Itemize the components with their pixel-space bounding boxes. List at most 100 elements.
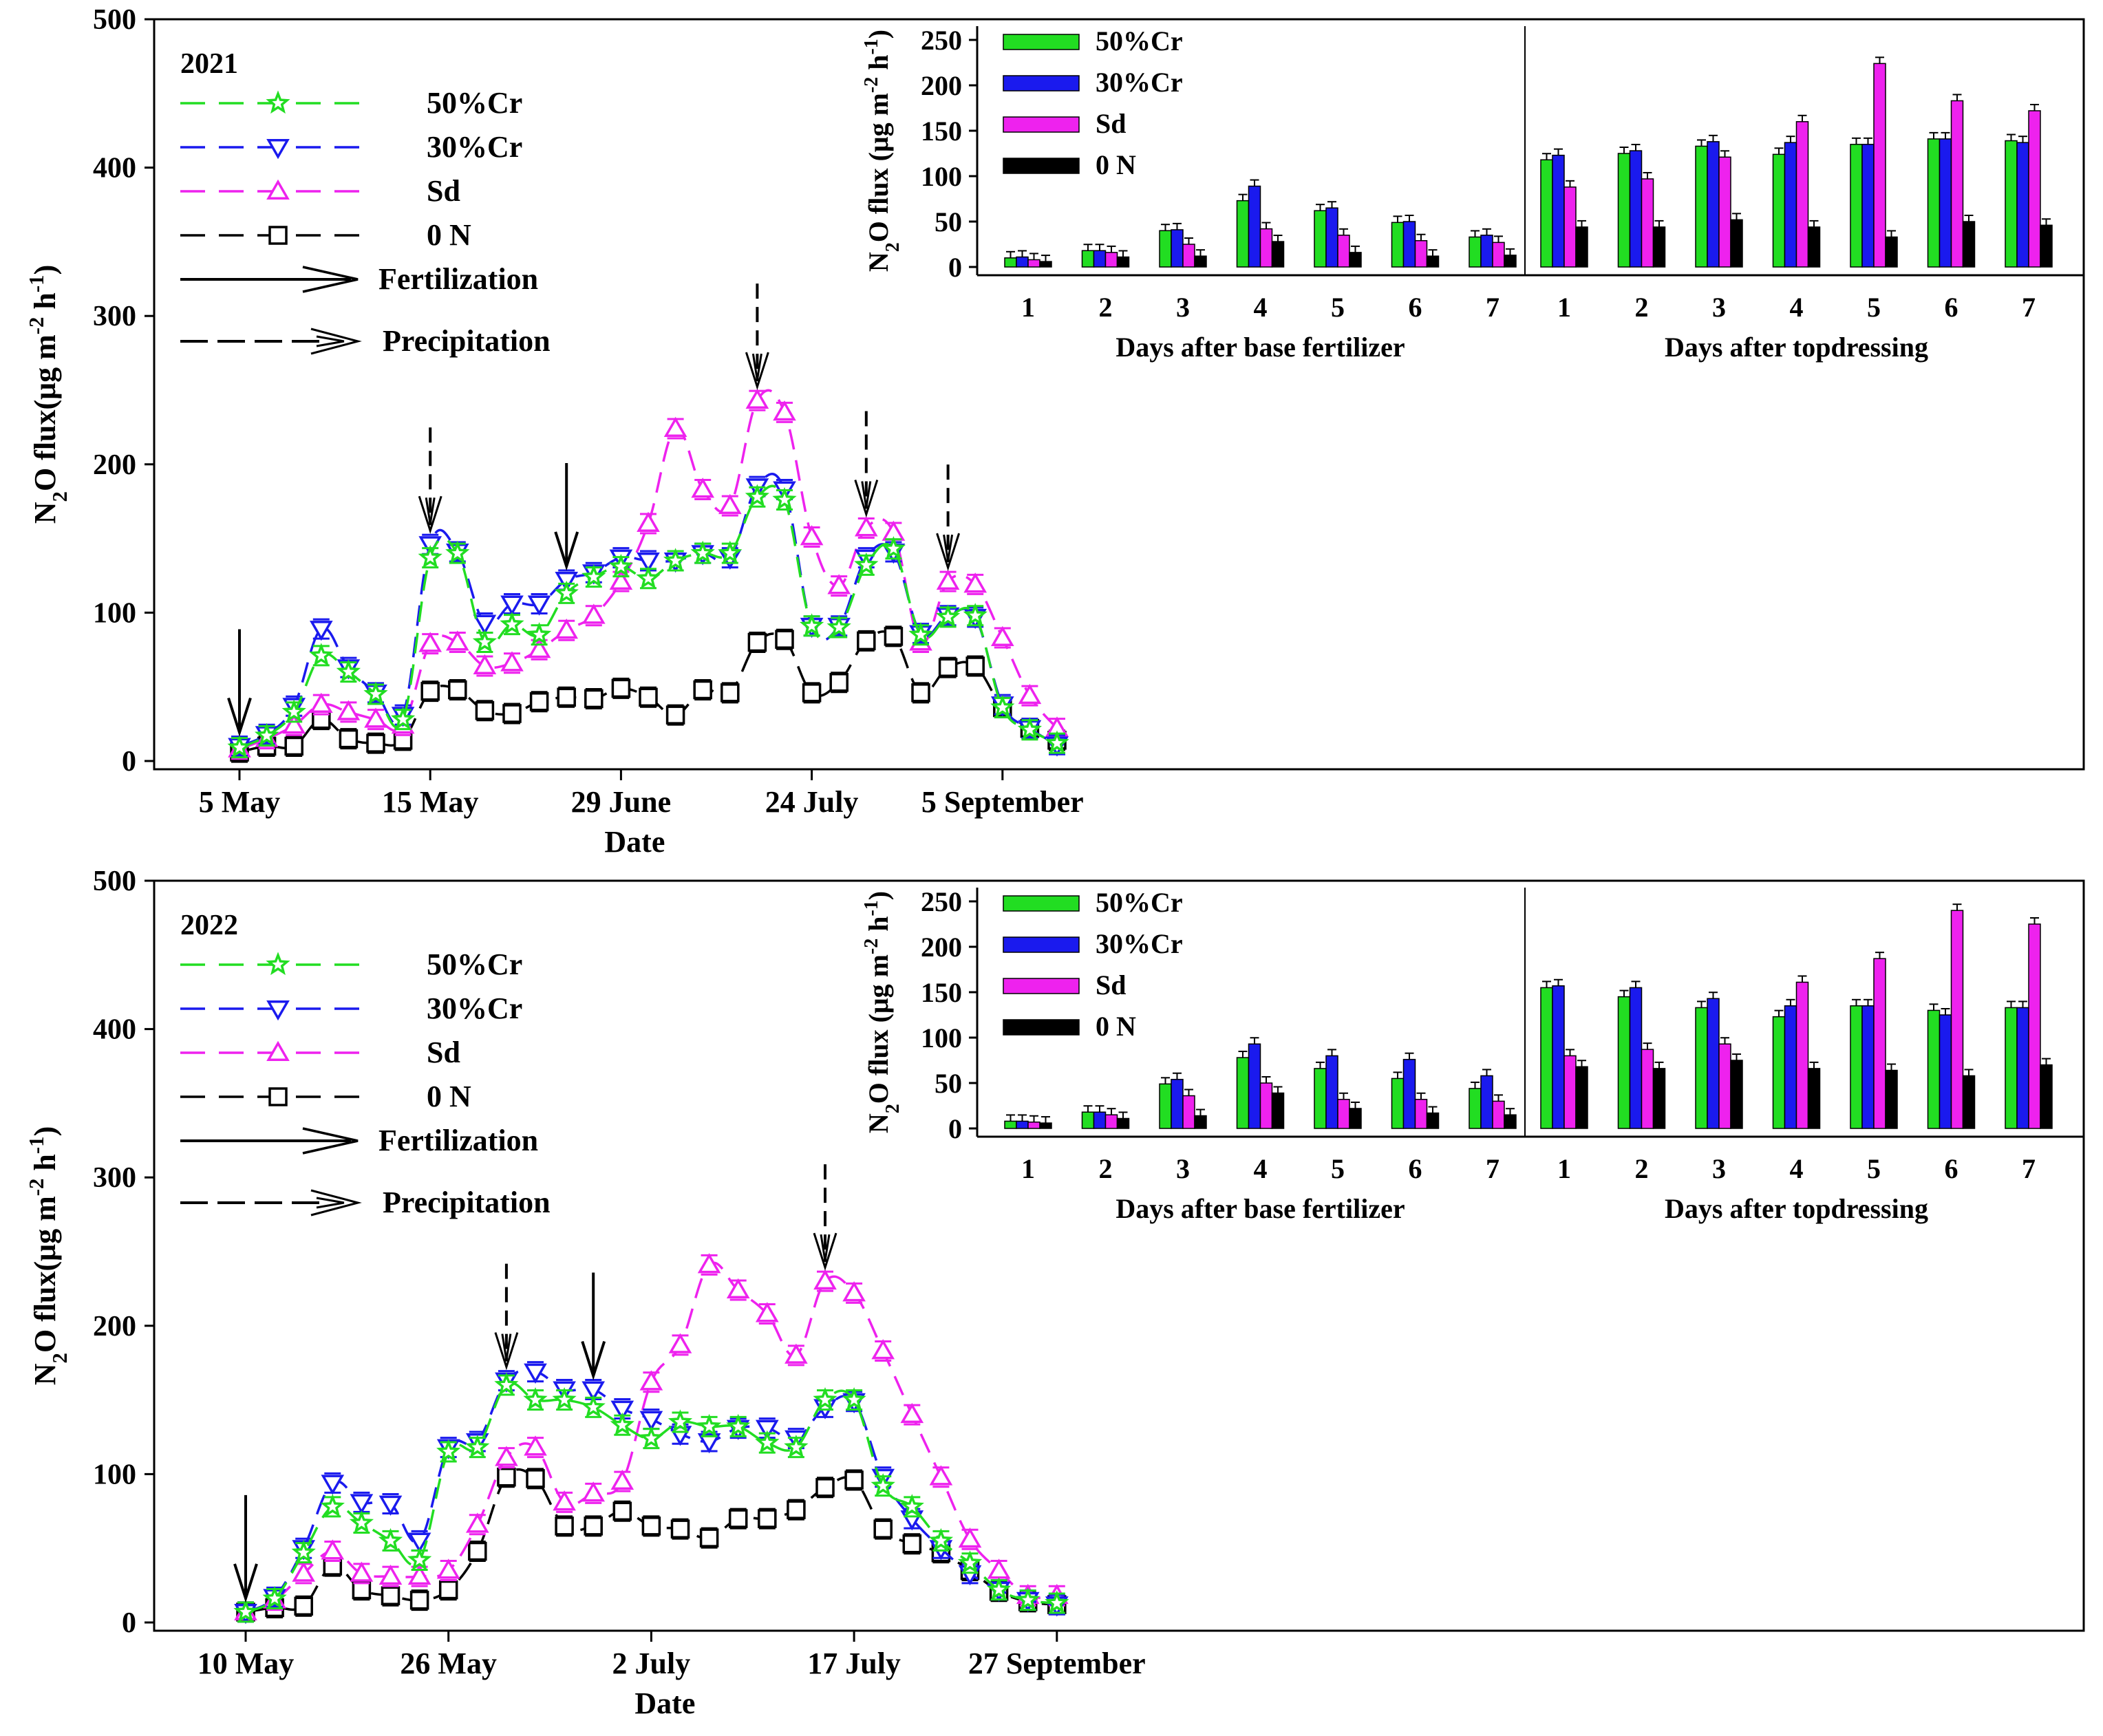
inset-bar xyxy=(1402,1058,1416,1129)
y-tick-label: 400 xyxy=(93,1014,136,1046)
data-point xyxy=(936,569,960,590)
data-point xyxy=(663,416,687,438)
y-tick-label: 100 xyxy=(93,597,136,629)
data-point xyxy=(815,1478,835,1497)
inset-bar xyxy=(1784,1005,1797,1129)
fertilization-arrow-head xyxy=(581,1340,606,1381)
inset-x-tick-label: 6 xyxy=(1945,292,1958,323)
legend-precipitation-head xyxy=(316,1197,345,1204)
data-point xyxy=(291,1540,316,1563)
legend-marker xyxy=(266,952,290,976)
inset-x-tick-label: 2 xyxy=(1099,1153,1113,1184)
inset-bar xyxy=(1426,1112,1440,1129)
inset-y-tick-label: 150 xyxy=(921,977,962,1008)
inset-bar xyxy=(1730,219,1743,268)
data-point xyxy=(282,713,306,734)
precipitation-arrow xyxy=(854,411,879,518)
inset-legend-swatch xyxy=(1003,936,1080,953)
x-tick-label: 5 May xyxy=(199,785,281,819)
legend-year: 2022 xyxy=(180,910,238,941)
inset-bar xyxy=(1873,63,1886,268)
x-tick-label: 2 July xyxy=(612,1647,691,1680)
data-point xyxy=(321,1475,345,1495)
legend-label: 50%Cr xyxy=(427,86,522,120)
inset-bar xyxy=(1552,154,1565,268)
y-tick-label: 0 xyxy=(122,1607,136,1639)
data-point xyxy=(524,1435,547,1456)
fertilization-arrow xyxy=(554,462,579,571)
data-point xyxy=(784,1435,809,1458)
inset-x-tick-label: 3 xyxy=(1712,1153,1726,1184)
inset-x-tick-label: 5 xyxy=(1331,292,1345,323)
inset-bar xyxy=(1563,1055,1577,1129)
inset-group-label: Days after topdressing xyxy=(1665,332,1928,363)
x-tick-label: 29 June xyxy=(571,785,671,819)
inset-y-tick-label: 0 xyxy=(948,252,962,283)
data-point xyxy=(494,1372,519,1396)
inset-bar xyxy=(1575,226,1588,268)
x-axis-label: Date xyxy=(604,825,665,859)
inset-x-tick-label: 3 xyxy=(1712,292,1726,323)
data-point xyxy=(555,618,579,639)
data-point xyxy=(418,632,442,652)
data-point xyxy=(581,1481,606,1502)
inset-legend-swatch xyxy=(1003,34,1080,50)
data-point xyxy=(1045,730,1069,754)
data-point xyxy=(935,604,961,628)
precipitation-arrow-head xyxy=(813,1232,837,1272)
legend-precipitation-head xyxy=(310,328,362,355)
inset-y-tick-label: 250 xyxy=(921,886,962,917)
data-point xyxy=(755,1419,779,1440)
inset-bar xyxy=(1873,958,1886,1129)
inset-x-tick-label: 6 xyxy=(1409,1153,1422,1184)
inset-bar xyxy=(1236,1057,1250,1129)
data-point xyxy=(899,1494,924,1517)
data-point xyxy=(294,1596,313,1616)
data-point xyxy=(554,580,579,604)
inset-bar xyxy=(1081,250,1095,268)
inset-bar xyxy=(1093,1111,1107,1129)
precipitation-arrow-inner xyxy=(865,481,872,508)
inset-bar xyxy=(1271,1092,1285,1129)
legend-marker xyxy=(266,139,290,160)
data-point xyxy=(527,595,551,616)
inset-bar xyxy=(1469,1088,1482,1129)
data-point xyxy=(364,707,387,728)
precipitation-arrow-inner xyxy=(501,1333,508,1360)
legend-precipitation-head xyxy=(316,335,345,343)
data-point xyxy=(826,614,851,638)
legend-precipitation-head xyxy=(316,1201,345,1209)
inset-bar xyxy=(1414,239,1428,268)
data-point xyxy=(500,611,524,635)
data-point xyxy=(857,631,876,651)
inset-y-axis-label: N2O flux (μg m-2 h-1) xyxy=(861,891,904,1133)
precipitation-arrow-inner xyxy=(824,1234,831,1261)
fertilization-arrow xyxy=(233,1494,258,1603)
inset-y-tick-label: 150 xyxy=(921,116,962,147)
data-point xyxy=(829,672,848,692)
data-point xyxy=(584,1517,603,1536)
data-point xyxy=(320,1494,345,1517)
inset-x-tick-label: 1 xyxy=(1557,292,1571,323)
inset-y-tick-label: 50 xyxy=(935,1068,962,1099)
inset-bar xyxy=(1236,200,1250,268)
inset-bar xyxy=(1171,229,1184,268)
precipitation-arrow-inner xyxy=(861,481,868,508)
data-point xyxy=(871,1472,895,1497)
data-point xyxy=(610,1400,634,1421)
inset-bar xyxy=(1772,153,1786,268)
inset-bar xyxy=(1885,1069,1898,1129)
inset-bar xyxy=(1575,1066,1588,1129)
legend-year: 2021 xyxy=(180,48,238,80)
inset-bar xyxy=(1861,144,1875,268)
data-point xyxy=(929,1465,953,1486)
data-point xyxy=(728,1509,748,1528)
data-point xyxy=(1016,1587,1040,1611)
data-point xyxy=(584,689,604,709)
inset-bar xyxy=(1492,1100,1505,1129)
inset-bar xyxy=(1552,985,1565,1129)
data-point xyxy=(407,1547,432,1571)
data-point xyxy=(378,1564,403,1585)
data-point xyxy=(378,1528,403,1552)
